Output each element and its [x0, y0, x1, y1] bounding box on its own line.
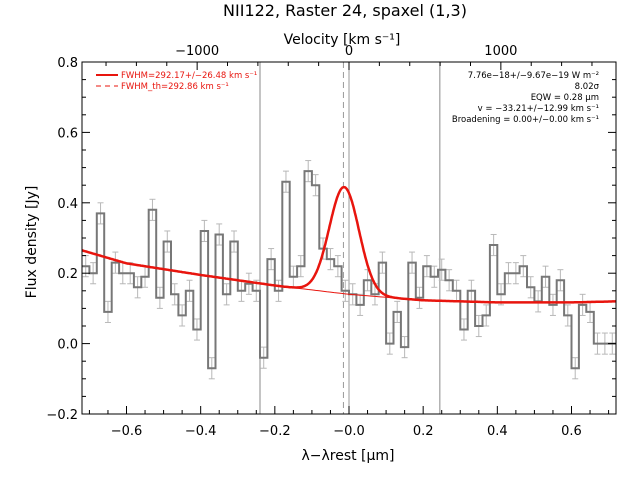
x-tick-label: −0.6	[111, 424, 143, 439]
axis-ticks: −0.6 −0.4 −0.2 −0.0 0.2 0.4 0.6 −0.2 0.0 0.2 0.4 0.…	[46, 44, 616, 439]
chart-title: NII122, Raster 24, spaxel (1,3)	[223, 1, 467, 20]
x-tick-label: 0.4	[487, 424, 508, 439]
y-axis-label: Flux density [Jy]	[24, 186, 40, 299]
fit-annotations: 7.76e−18+/−9.67e−19 W m⁻² 8.02σ EQW = 0.…	[452, 71, 600, 125]
annotation-velocity: v = −33.21+/−12.99 km s⁻¹	[478, 104, 599, 114]
y-tick-label: −0.2	[46, 408, 78, 423]
top-tick-label: −1000	[175, 44, 219, 59]
legend: FWHM=292.17+/−26.48 km s⁻¹ FWHM_th=292.8…	[96, 71, 257, 92]
annotation-broadening: Broadening = 0.00+/−0.00 km s⁻¹	[452, 115, 599, 125]
annotation-eqw: EQW = 0.28 μm	[531, 93, 599, 103]
y-tick-label: 0.8	[57, 56, 78, 71]
y-tick-label: 0.4	[57, 197, 78, 212]
x-axis-label: λ−λrest [μm]	[301, 448, 394, 464]
y-tick-label: 0.2	[57, 267, 78, 282]
y-tick-label: 0.6	[57, 126, 78, 141]
x-tick-label: 0.6	[561, 424, 582, 439]
x-tick-label: −0.0	[333, 424, 365, 439]
top-axis-label: Velocity [km s⁻¹]	[284, 32, 401, 48]
x-tick-label: 0.2	[413, 424, 434, 439]
legend-entry-fwhm-th: FWHM_th=292.86 km s⁻¹	[121, 82, 229, 92]
legend-entry-fwhm: FWHM=292.17+/−26.48 km s⁻¹	[121, 71, 257, 81]
reference-lines	[259, 62, 441, 414]
y-tick-label: 0.0	[57, 338, 78, 353]
gaussian-fit-line	[81, 185, 616, 304]
top-tick-label: 0	[345, 44, 353, 59]
x-tick-label: −0.2	[259, 424, 291, 439]
spectrum-histogram	[82, 170, 616, 370]
top-tick-label: 1000	[484, 44, 517, 59]
x-tick-label: −0.4	[185, 424, 217, 439]
annotation-significance: 8.02σ	[575, 82, 600, 92]
plot-frame	[81, 61, 617, 415]
annotation-line-flux: 7.76e−18+/−9.67e−19 W m⁻²	[468, 71, 599, 81]
